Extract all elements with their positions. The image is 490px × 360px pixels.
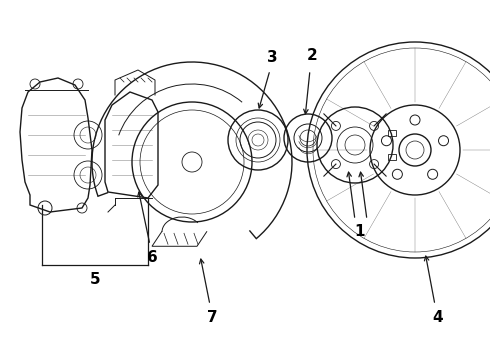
Text: 4: 4 — [433, 310, 443, 325]
Text: 7: 7 — [207, 310, 217, 325]
Bar — [388, 130, 396, 136]
Text: 6: 6 — [147, 251, 157, 266]
Bar — [388, 154, 396, 160]
Text: 1: 1 — [355, 225, 365, 239]
Text: 2: 2 — [307, 48, 318, 63]
Text: 3: 3 — [267, 50, 277, 64]
Text: 5: 5 — [90, 273, 100, 288]
